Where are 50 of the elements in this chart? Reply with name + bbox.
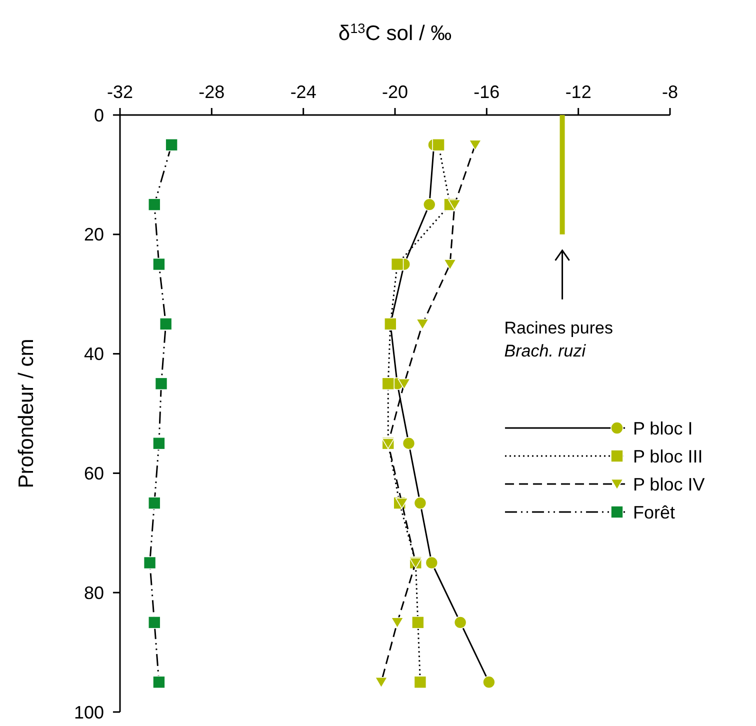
point	[402, 436, 416, 450]
point	[432, 138, 445, 152]
legend-label: P bloc IV	[633, 474, 705, 494]
x-tick-label: -20	[382, 82, 408, 102]
point	[152, 676, 166, 689]
x-tick-label: -24	[290, 82, 316, 102]
point	[416, 318, 429, 330]
x-tick-label: -8	[662, 82, 678, 102]
point	[468, 140, 482, 151]
point	[382, 377, 395, 390]
point	[159, 318, 172, 330]
point	[165, 138, 178, 152]
y-tick-label: 80	[84, 582, 104, 603]
y-axis-title: Profondeur / cm	[15, 338, 38, 488]
point	[414, 496, 427, 510]
point	[454, 616, 467, 629]
annotation: Racines pures Brach. ruzi	[504, 318, 613, 360]
y-tick-label: 20	[84, 224, 104, 245]
point	[444, 259, 456, 270]
point	[422, 198, 436, 211]
point	[152, 436, 166, 450]
point	[148, 616, 161, 629]
x-tick-label: -12	[565, 82, 592, 102]
point	[390, 258, 404, 271]
point	[395, 498, 408, 509]
legend-label: P bloc I	[633, 418, 693, 438]
point	[152, 258, 166, 271]
x-tick-label: -16	[474, 82, 500, 102]
point	[374, 676, 388, 688]
point	[448, 199, 461, 210]
x-tick-label: -32	[106, 82, 134, 102]
point	[148, 496, 161, 510]
y-tick-label: 60	[84, 464, 104, 484]
y-tick-label: 0	[94, 105, 104, 126]
legend-label: Forêt	[633, 502, 676, 522]
legend-label: P bloc III	[633, 446, 703, 466]
point	[384, 318, 397, 330]
point	[143, 556, 156, 570]
point	[414, 676, 427, 689]
y-tick-label: 40	[84, 344, 104, 364]
point	[154, 377, 168, 390]
x-tick-label: -28	[198, 82, 225, 102]
point	[390, 617, 404, 628]
point	[482, 676, 496, 689]
point	[148, 198, 161, 211]
point	[398, 378, 411, 390]
point	[425, 556, 438, 570]
y-tick-label: 100	[74, 702, 104, 722]
point	[412, 616, 424, 629]
chart-title: δ$^{13}$C sol / ‰	[338, 20, 452, 45]
